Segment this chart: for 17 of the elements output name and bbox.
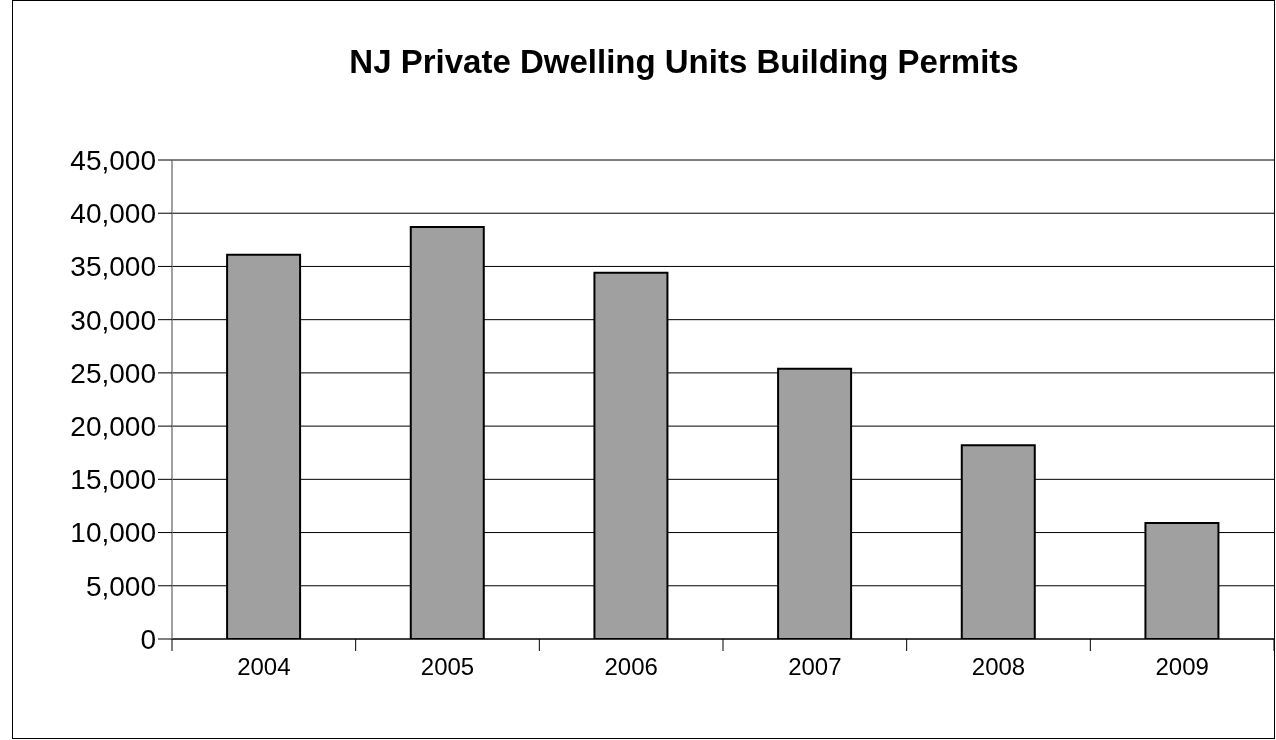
x-tick-label: 2008 (971, 653, 1026, 680)
y-tick-label: 35,000 (70, 251, 156, 283)
x-tick-label: 2006 (604, 653, 658, 680)
y-tick-label: 45,000 (70, 144, 156, 176)
y-tick-label: 30,000 (70, 304, 156, 336)
chart-title: NJ Private Dwelling Units Building Permits (348, 43, 1020, 81)
x-tick-label: 2005 (420, 653, 475, 680)
y-tick-label: 25,000 (70, 357, 156, 389)
y-tick-label: 20,000 (70, 411, 156, 443)
x-tick-label: 2009 (1155, 653, 1209, 680)
y-tick-label: 0 (140, 623, 156, 655)
y-tick-label: 15,000 (70, 464, 156, 496)
y-tick-label: 40,000 (70, 198, 156, 230)
y-tick-label: 10,000 (70, 517, 156, 549)
x-tick-label: 2004 (237, 653, 291, 680)
x-tick-label: 2007 (788, 653, 842, 680)
y-tick-label: 5,000 (85, 570, 156, 602)
